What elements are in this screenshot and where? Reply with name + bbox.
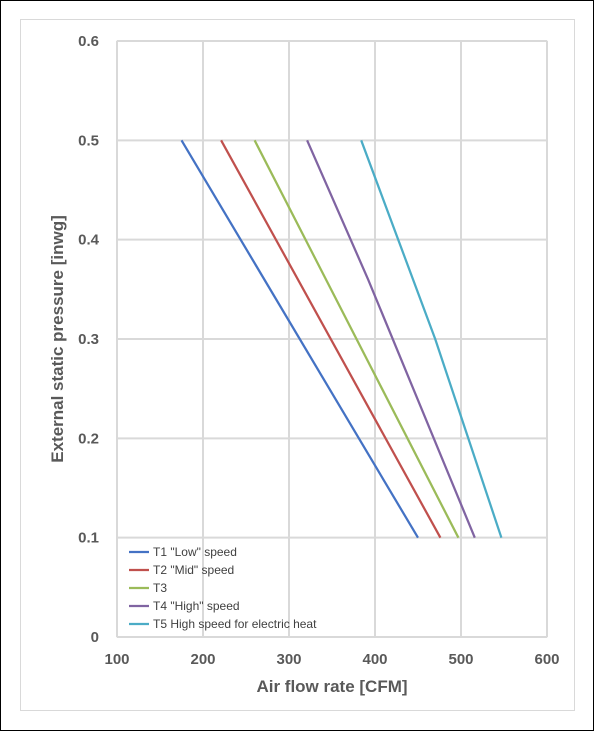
legend-label: T4 "High" speed — [153, 599, 240, 613]
legend-label: T3 — [153, 581, 167, 595]
x-tick-label: 300 — [276, 651, 301, 668]
y-tick-label: 0.2 — [78, 430, 99, 447]
x-tick-label: 600 — [534, 651, 559, 668]
series-line — [180, 139, 419, 539]
y-tick-label: 0.6 — [78, 33, 99, 50]
y-tick-label: 0.1 — [78, 530, 99, 547]
x-tick-label: 200 — [190, 651, 215, 668]
x-axis-title: Air flow rate [CFM] — [256, 677, 407, 696]
y-tick-labels: 0 0.1 0.2 0.3 0.4 0.5 0.6 — [78, 33, 100, 646]
legend-label: T5 High speed for electric heat — [153, 617, 317, 631]
series-line — [360, 139, 503, 539]
x-tick-label: 500 — [448, 651, 473, 668]
y-tick-label: 0.3 — [78, 331, 99, 348]
y-tick-label: 0.5 — [78, 132, 99, 149]
x-tick-labels: 100 200 300 400 500 600 — [104, 651, 559, 668]
plot-border — [116, 40, 548, 638]
series-line — [306, 139, 476, 539]
legend: T1 "Low" speed T2 "Mid" speed T3 T4 "High" … — [129, 545, 317, 631]
series-line — [253, 139, 460, 539]
x-tick-label: 100 — [104, 651, 129, 668]
series-line — [220, 139, 442, 539]
legend-label: T2 "Mid" speed — [153, 563, 234, 577]
series-lines — [180, 139, 503, 539]
y-tick-label: 0 — [91, 629, 99, 646]
y-tick-label: 0.4 — [78, 232, 100, 249]
y-axis-title: External static pressure [inwg] — [48, 215, 67, 463]
chart-area — [20, 19, 575, 711]
x-tick-label: 400 — [362, 651, 387, 668]
legend-label: T1 "Low" speed — [153, 545, 237, 559]
